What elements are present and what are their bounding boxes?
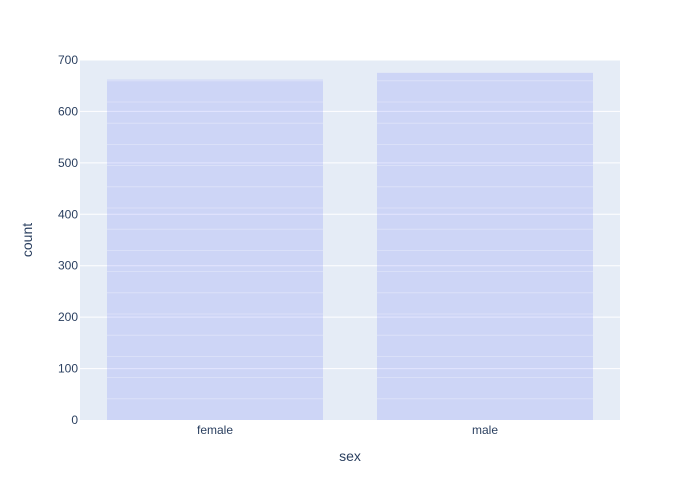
y-axis-title: count xyxy=(19,223,35,257)
y-axis-ticks: 0 100 200 300 400 500 600 700 xyxy=(58,53,78,427)
plot-background xyxy=(80,60,620,420)
bar-male[interactable] xyxy=(377,72,593,420)
y-tick-label: 0 xyxy=(71,413,78,427)
y-tick-label: 400 xyxy=(58,207,78,221)
x-axis-ticks: female male xyxy=(197,423,498,437)
y-tick-label: 200 xyxy=(58,310,78,324)
bars xyxy=(107,72,593,421)
x-tick-label-male: male xyxy=(472,423,498,437)
x-tick-label-female: female xyxy=(197,423,233,437)
x-axis-title: sex xyxy=(339,448,361,464)
y-tick-label: 100 xyxy=(58,362,78,376)
y-tick-label: 600 xyxy=(58,104,78,118)
y-tick-label: 300 xyxy=(58,259,78,273)
y-tick-label: 700 xyxy=(58,53,78,67)
gridlines xyxy=(80,59,620,370)
bar-female[interactable] xyxy=(107,79,323,421)
y-tick-label: 500 xyxy=(58,156,78,170)
